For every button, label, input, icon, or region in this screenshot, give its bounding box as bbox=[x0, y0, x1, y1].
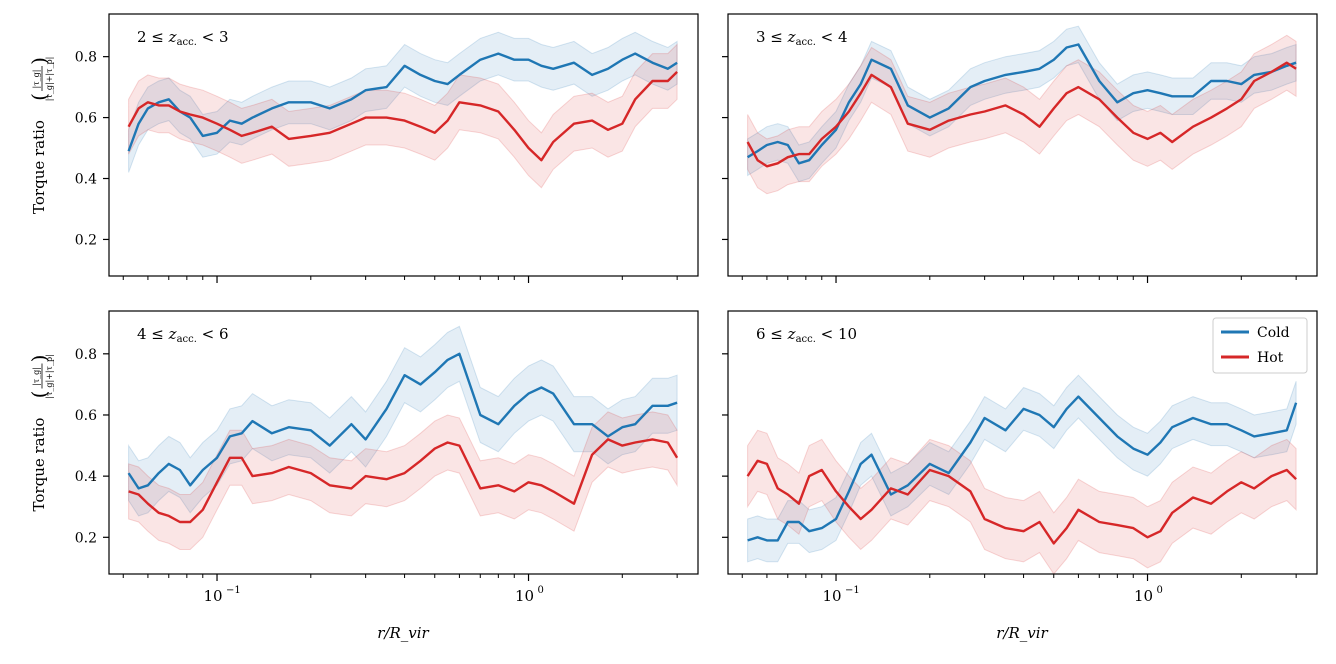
xtick-exponent: −1 bbox=[226, 585, 241, 596]
band-cold bbox=[128, 31, 678, 173]
ylabel: Torque ratio ( |τ_g| |τ_g|+|τ_p|) bbox=[27, 354, 54, 511]
panel-frame bbox=[108, 310, 699, 575]
band-hot bbox=[128, 43, 678, 189]
ylabel-text: Torque ratio bbox=[30, 120, 48, 214]
ylabel-paren-open: ( bbox=[27, 93, 51, 101]
panel-annotation: 2 ≤ zacc. < 3 bbox=[137, 28, 229, 48]
plot-area bbox=[127, 325, 679, 550]
ylabel-fraction-denominator: |τ_g|+|τ_p| bbox=[45, 57, 54, 102]
ylabel-fraction-numerator: |τ_g| bbox=[32, 70, 41, 89]
xtick-label: 10 bbox=[515, 587, 534, 605]
xlabel-right: r/R_vir bbox=[996, 624, 1048, 642]
ylabel-fraction-numerator: |τ_g| bbox=[32, 367, 41, 386]
band-hot bbox=[128, 411, 678, 550]
plot-area bbox=[127, 31, 678, 189]
xlabel-left: r/R_vir bbox=[377, 624, 429, 642]
series-line-cold bbox=[746, 43, 1297, 165]
plot-area bbox=[746, 374, 1298, 574]
ytick-label: 0.2 bbox=[75, 232, 97, 248]
ytick-label: 0.8 bbox=[75, 50, 97, 66]
plot-area bbox=[746, 25, 1297, 195]
ylabel-fraction-denominator: |τ_g|+|τ_p| bbox=[45, 354, 54, 399]
xtick-label: 10 bbox=[822, 587, 841, 605]
ylabel-paren-open: ( bbox=[27, 391, 51, 399]
ytick-label: 0.2 bbox=[75, 530, 97, 546]
series-line-cold bbox=[747, 395, 1298, 542]
xtick-exponent: 0 bbox=[1157, 585, 1163, 596]
panel-annotation: 4 ≤ zacc. < 6 bbox=[137, 325, 229, 345]
ylabel-paren-close: ) bbox=[27, 57, 51, 65]
xtick-label: 10 bbox=[203, 587, 222, 605]
legend-label-cold: Cold bbox=[1257, 325, 1290, 341]
band-hot bbox=[747, 429, 1297, 574]
band-cold bbox=[128, 325, 678, 517]
series-line-cold bbox=[127, 52, 678, 152]
ylabel: Torque ratio ( |τ_g| |τ_g|+|τ_p|) bbox=[27, 57, 54, 214]
panel-frame bbox=[727, 310, 1318, 575]
panel-frame bbox=[727, 13, 1318, 277]
series-line-hot bbox=[746, 61, 1297, 168]
series-line-hot bbox=[128, 438, 679, 524]
xtick-exponent: −1 bbox=[845, 585, 860, 596]
ytick-label: 0.6 bbox=[75, 408, 97, 424]
series-line-cold bbox=[127, 352, 678, 490]
panel-3: 0.2 0.4 0.6 0.8 10 −1 10 0 4 ≤ zacc. < 6 Torque r… bbox=[27, 310, 699, 605]
xtick-exponent: 0 bbox=[538, 585, 544, 596]
ytick-label: 0.6 bbox=[75, 111, 97, 127]
legend: Cold Hot bbox=[1212, 317, 1308, 374]
xtick-label: 10 bbox=[1134, 587, 1153, 605]
ytick-label: 0.4 bbox=[75, 172, 97, 188]
ylabel-paren-close: ) bbox=[27, 355, 51, 363]
series-line-hot bbox=[127, 71, 678, 162]
legend-label-hot: Hot bbox=[1257, 350, 1284, 366]
ylabel-text: Torque ratio bbox=[30, 418, 48, 512]
ytick-label: 0.4 bbox=[75, 469, 97, 485]
panel-2: 3 ≤ zacc. < 4 bbox=[722, 13, 1318, 283]
series-line-hot bbox=[746, 459, 1297, 545]
panel-annotation: 6 ≤ zacc. < 10 bbox=[756, 325, 857, 345]
panel-frame bbox=[108, 13, 699, 277]
panel-annotation: 3 ≤ zacc. < 4 bbox=[756, 28, 848, 48]
ytick-label: 0.8 bbox=[75, 347, 97, 363]
panel-4: 10 −1 10 0 6 ≤ zacc. < 10 bbox=[722, 310, 1318, 605]
